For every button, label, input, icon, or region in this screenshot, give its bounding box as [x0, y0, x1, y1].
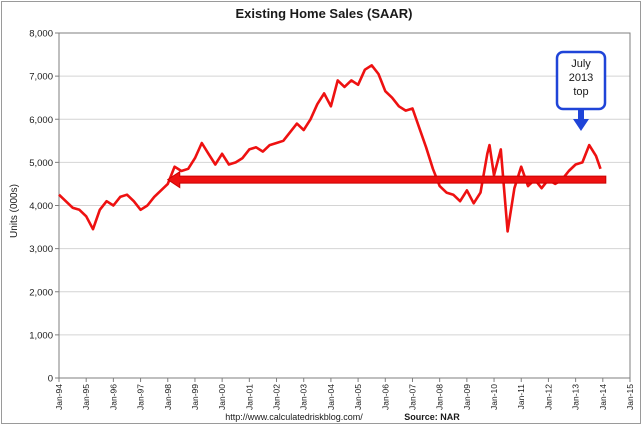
x-tick-label: Jan-04	[326, 384, 336, 410]
annotations: July 2013 top	[166, 50, 607, 189]
callout-arrow	[573, 109, 589, 131]
callout-text: 2013	[569, 72, 593, 84]
x-tick-label: Jan-94	[54, 384, 64, 410]
y-tick-label: 8,000	[29, 29, 53, 40]
y-tick-label: 4,000	[29, 201, 53, 212]
footer-source: Source: NAR	[404, 412, 460, 422]
y-tick-label: 5,000	[29, 158, 53, 169]
y-tick-label: 2,000	[29, 287, 53, 298]
x-tick-label: Jan-00	[217, 384, 227, 410]
y-tick-labels: 0 1,000 2,000 3,000 4,000 5,000 6,000 7,000 8,00…	[29, 29, 59, 385]
x-tick-label: Jan-05	[353, 384, 363, 410]
x-tick-label: Jan-14	[598, 384, 608, 410]
x-tick-label: Jan-97	[136, 384, 146, 410]
chart-title: Existing Home Sales (SAAR)	[236, 6, 413, 21]
y-tick-label: 3,000	[29, 244, 53, 255]
y-axis-label: Units (000s)	[9, 184, 20, 238]
x-tick-label: Jan-98	[163, 384, 173, 410]
y-tick-label: 0	[48, 374, 53, 385]
x-tick-labels: Jan-94 Jan-95 Jan-96 Jan-97 Jan-98 Jan-99 Jan-…	[54, 378, 635, 410]
x-tick-label: Jan-08	[435, 384, 445, 410]
callout-text: top	[573, 86, 588, 98]
x-tick-label: Jan-01	[244, 384, 254, 410]
series-line	[58, 63, 602, 233]
x-tick-label: Jan-13	[571, 384, 581, 410]
callout-text: July	[571, 58, 591, 70]
x-tick-label: Jan-02	[272, 384, 282, 410]
x-tick-label: Jan-09	[462, 384, 472, 410]
y-tick-label: 1,000	[29, 330, 53, 341]
x-tick-label: Jan-03	[299, 384, 309, 410]
x-tick-label: Jan-96	[108, 384, 118, 410]
horizontal-arrow	[166, 170, 607, 189]
x-tick-label: Jan-11	[516, 384, 526, 410]
x-tick-label: Jan-10	[489, 384, 499, 410]
series-group	[58, 63, 602, 233]
y-tick-label: 6,000	[29, 115, 53, 126]
x-tick-label: Jan-95	[81, 384, 91, 410]
x-tick-label: Jan-06	[380, 384, 390, 410]
x-tick-label: Jan-07	[407, 384, 417, 410]
x-tick-label: Jan-15	[625, 384, 635, 410]
x-tick-label: Jan-99	[190, 384, 200, 410]
footer-url: http://www.calculatedriskblog.com/	[225, 412, 363, 422]
gridlines	[59, 32, 630, 336]
x-tick-label: Jan-12	[543, 384, 553, 410]
y-tick-label: 7,000	[29, 72, 53, 83]
